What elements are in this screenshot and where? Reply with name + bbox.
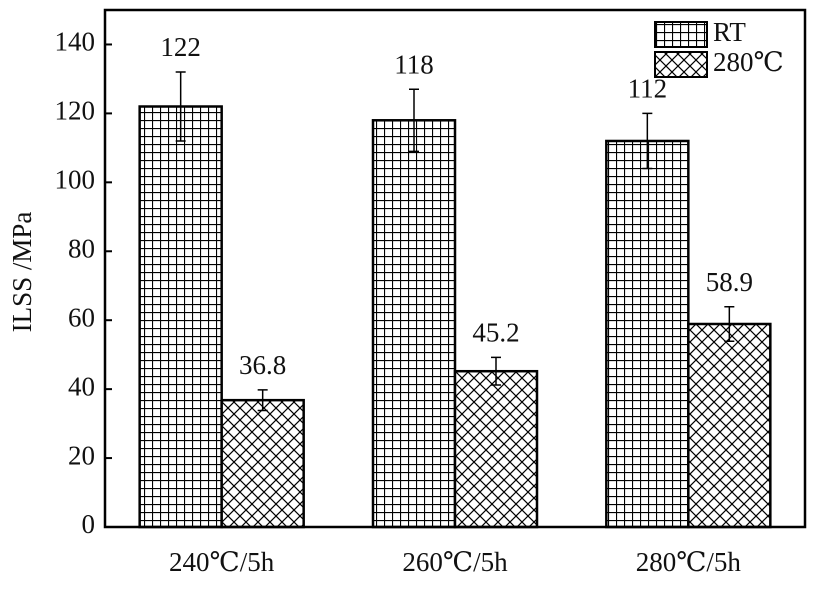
bar [687, 322, 772, 529]
legend-swatch [654, 51, 708, 78]
legend-swatch [654, 21, 708, 48]
bar [371, 119, 457, 529]
value-label: 45.2 [472, 318, 519, 348]
error-bar [642, 112, 653, 170]
legend-label: 280℃ [713, 47, 784, 77]
legend-label: RT [713, 17, 746, 47]
x-tick-label: 240℃/5h [169, 547, 275, 577]
x-tick-label: 280℃/5h [636, 547, 742, 577]
value-label: 122 [160, 32, 201, 62]
y-tick-label: 120 [55, 96, 96, 126]
error-bar [175, 71, 186, 142]
y-tick-label: 0 [82, 509, 96, 539]
y-axis-label: ILSS /MPa [7, 212, 37, 333]
value-label: 118 [394, 49, 434, 79]
bar [138, 105, 223, 529]
error-bar [409, 88, 419, 153]
error-bar [724, 306, 735, 342]
x-tick-label: 260℃/5h [402, 547, 508, 577]
value-label: 112 [628, 74, 668, 104]
error-bar [491, 356, 501, 386]
y-tick-label: 80 [68, 233, 95, 263]
error-bar [257, 389, 268, 412]
y-tick-label: 20 [68, 440, 95, 470]
y-tick-label: 60 [68, 302, 95, 332]
y-tick-label: 40 [68, 371, 95, 401]
value-label: 58.9 [706, 267, 753, 297]
value-label: 36.8 [239, 350, 286, 380]
bar [453, 369, 539, 529]
y-tick-label: 140 [55, 27, 96, 57]
plot-frame [103, 8, 807, 529]
y-tick-label: 100 [55, 165, 96, 195]
bar [220, 398, 305, 529]
bar [605, 139, 690, 529]
